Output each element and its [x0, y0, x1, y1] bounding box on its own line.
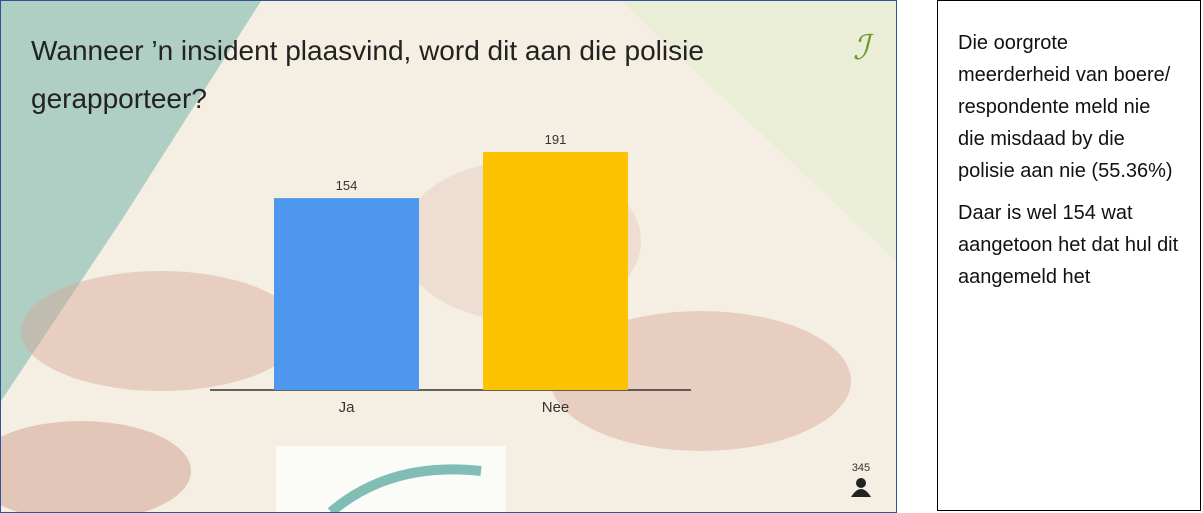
bar — [274, 198, 419, 390]
note-paragraph: Die oorgrote meerderheid van boere/ resp… — [958, 32, 1173, 182]
x-tick-label: Nee — [542, 399, 570, 416]
bg-shape — [21, 271, 301, 391]
note-paragraph: Daar is wel 154 wat aangetoon het dat hu… — [958, 202, 1179, 288]
participant-count: 345 — [852, 462, 870, 474]
slide: ℐ 154 Ja 191 Nee 345 Wanneer ’n insident pla… — [0, 0, 897, 513]
logo-swoosh — [327, 464, 482, 512]
value-label: 154 — [336, 178, 358, 193]
value-label: 191 — [545, 132, 567, 147]
person-icon — [856, 478, 866, 488]
bar — [483, 152, 628, 390]
notes-box: Die oorgrote meerderheid van boere/ resp… — [937, 0, 1201, 511]
chart-title: Wanneer ’n insident plaasvind, word dit … — [31, 35, 704, 114]
logo: ℐ — [853, 29, 874, 67]
bg-shape — [1, 1, 261, 401]
bg-shape — [621, 1, 896, 261]
bg-shape — [1, 421, 191, 512]
chart: ℐ 154 Ja 191 Nee 345 — [1, 1, 896, 512]
x-tick-label: Ja — [339, 399, 356, 416]
person-icon — [851, 489, 871, 497]
